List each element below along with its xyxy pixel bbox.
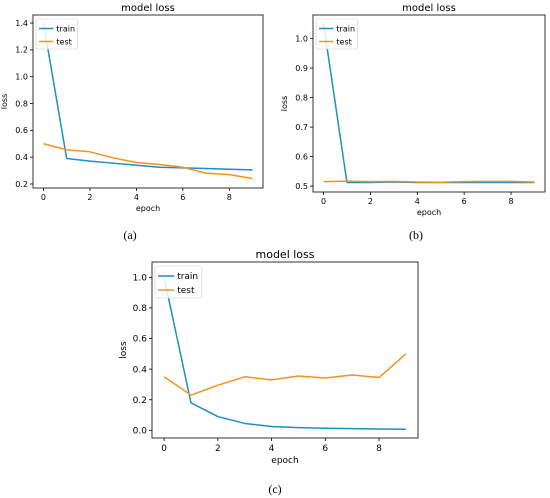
y-tick-label: 1.0 <box>15 72 28 81</box>
caption-c: (c) <box>268 482 282 496</box>
x-tick-label: 8 <box>227 193 232 202</box>
series-line-test <box>323 180 535 184</box>
chart-title: model loss <box>402 3 456 14</box>
x-tick-label: 2 <box>368 197 373 206</box>
plot-frame <box>151 261 419 439</box>
x-axis-label: epoch <box>136 204 160 213</box>
x-tick-label: 0 <box>41 193 46 202</box>
chart-title: model loss <box>256 248 315 261</box>
chart-panel-b: model loss 0 2 4 6 8 0.5 0.6 0.7 0.8 0.9 1.0 epoch lo… <box>280 0 550 217</box>
y-tick-label: 0.6 <box>295 152 308 161</box>
series-line-test <box>43 143 253 180</box>
y-tick-label: 0.0 <box>133 426 148 436</box>
y-tick-label: 0.6 <box>133 335 148 345</box>
y-axis-label: loss <box>0 94 9 109</box>
x-tick-label: 4 <box>269 444 275 454</box>
x-tick-label: 4 <box>415 197 420 206</box>
x-tick-label: 8 <box>376 444 382 454</box>
x-axis-label: epoch <box>271 456 298 466</box>
chart-panel-a: model loss 0 2 4 6 8 0.2 0.4 0.6 0.8 1.0 1.2 1.4 epoc… <box>0 0 270 215</box>
y-tick-label: 0.8 <box>295 93 308 102</box>
y-tick-label: 0.9 <box>295 64 308 73</box>
x-axis-label: epoch <box>417 208 441 217</box>
caption-b: (b) <box>409 228 423 242</box>
legend-label-train: train <box>336 24 355 33</box>
legend-label-test: test <box>56 37 71 46</box>
x-tick-label: 6 <box>462 197 467 206</box>
loss-chart-c: model loss 0 2 4 6 8 0.0 0.2 0.4 0.6 0.8 1.0 epoch lo… <box>119 248 419 466</box>
chart-title: model loss <box>121 3 175 14</box>
series-line-test <box>163 353 407 396</box>
x-tick-label: 8 <box>508 197 513 206</box>
legend-label-train: train <box>177 272 198 282</box>
legend-label-test: test <box>177 286 195 296</box>
y-axis-label: loss <box>119 341 129 359</box>
y-tick-label: 0.4 <box>15 153 28 162</box>
y-tick-label: 0.4 <box>133 365 148 375</box>
caption-a: (a) <box>123 228 137 242</box>
x-tick-label: 6 <box>322 444 328 454</box>
y-tick-label: 0.7 <box>295 123 308 132</box>
y-tick-label: 0.2 <box>133 396 147 406</box>
legend-label-test: test <box>336 37 351 46</box>
y-tick-label: 1.0 <box>133 273 148 283</box>
x-tick-label: 0 <box>321 197 326 206</box>
plot-frame <box>32 14 264 189</box>
x-tick-label: 6 <box>180 193 185 202</box>
series-line-train <box>42 22 253 171</box>
y-tick-label: 1.4 <box>15 19 28 28</box>
x-tick-label: 0 <box>161 444 167 454</box>
series-line-train <box>163 277 406 431</box>
x-tick-label: 4 <box>134 193 139 202</box>
loss-chart-b: model loss 0 2 4 6 8 0.5 0.6 0.7 0.8 0.9 1.0 epoch lo… <box>280 3 546 217</box>
x-tick-label: 2 <box>215 444 221 454</box>
loss-chart-a: model loss 0 2 4 6 8 0.2 0.4 0.6 0.8 1.0 1.2 1.4 epoc… <box>0 3 264 213</box>
chart-panel-c: model loss 0 2 4 6 8 0.0 0.2 0.4 0.6 0.8 1.0 epoch lo… <box>110 245 430 473</box>
legend-label-train: train <box>56 24 75 33</box>
y-tick-label: 1.0 <box>295 34 308 43</box>
y-tick-label: 0.8 <box>133 304 148 314</box>
y-tick-label: 0.2 <box>15 180 28 189</box>
y-tick-label: 0.8 <box>15 99 28 108</box>
y-tick-label: 1.2 <box>15 46 28 55</box>
y-tick-label: 0.6 <box>15 126 28 135</box>
x-tick-label: 2 <box>87 193 92 202</box>
y-tick-label: 0.5 <box>295 182 308 191</box>
y-axis-label: loss <box>280 96 289 111</box>
plot-frame <box>312 14 546 193</box>
